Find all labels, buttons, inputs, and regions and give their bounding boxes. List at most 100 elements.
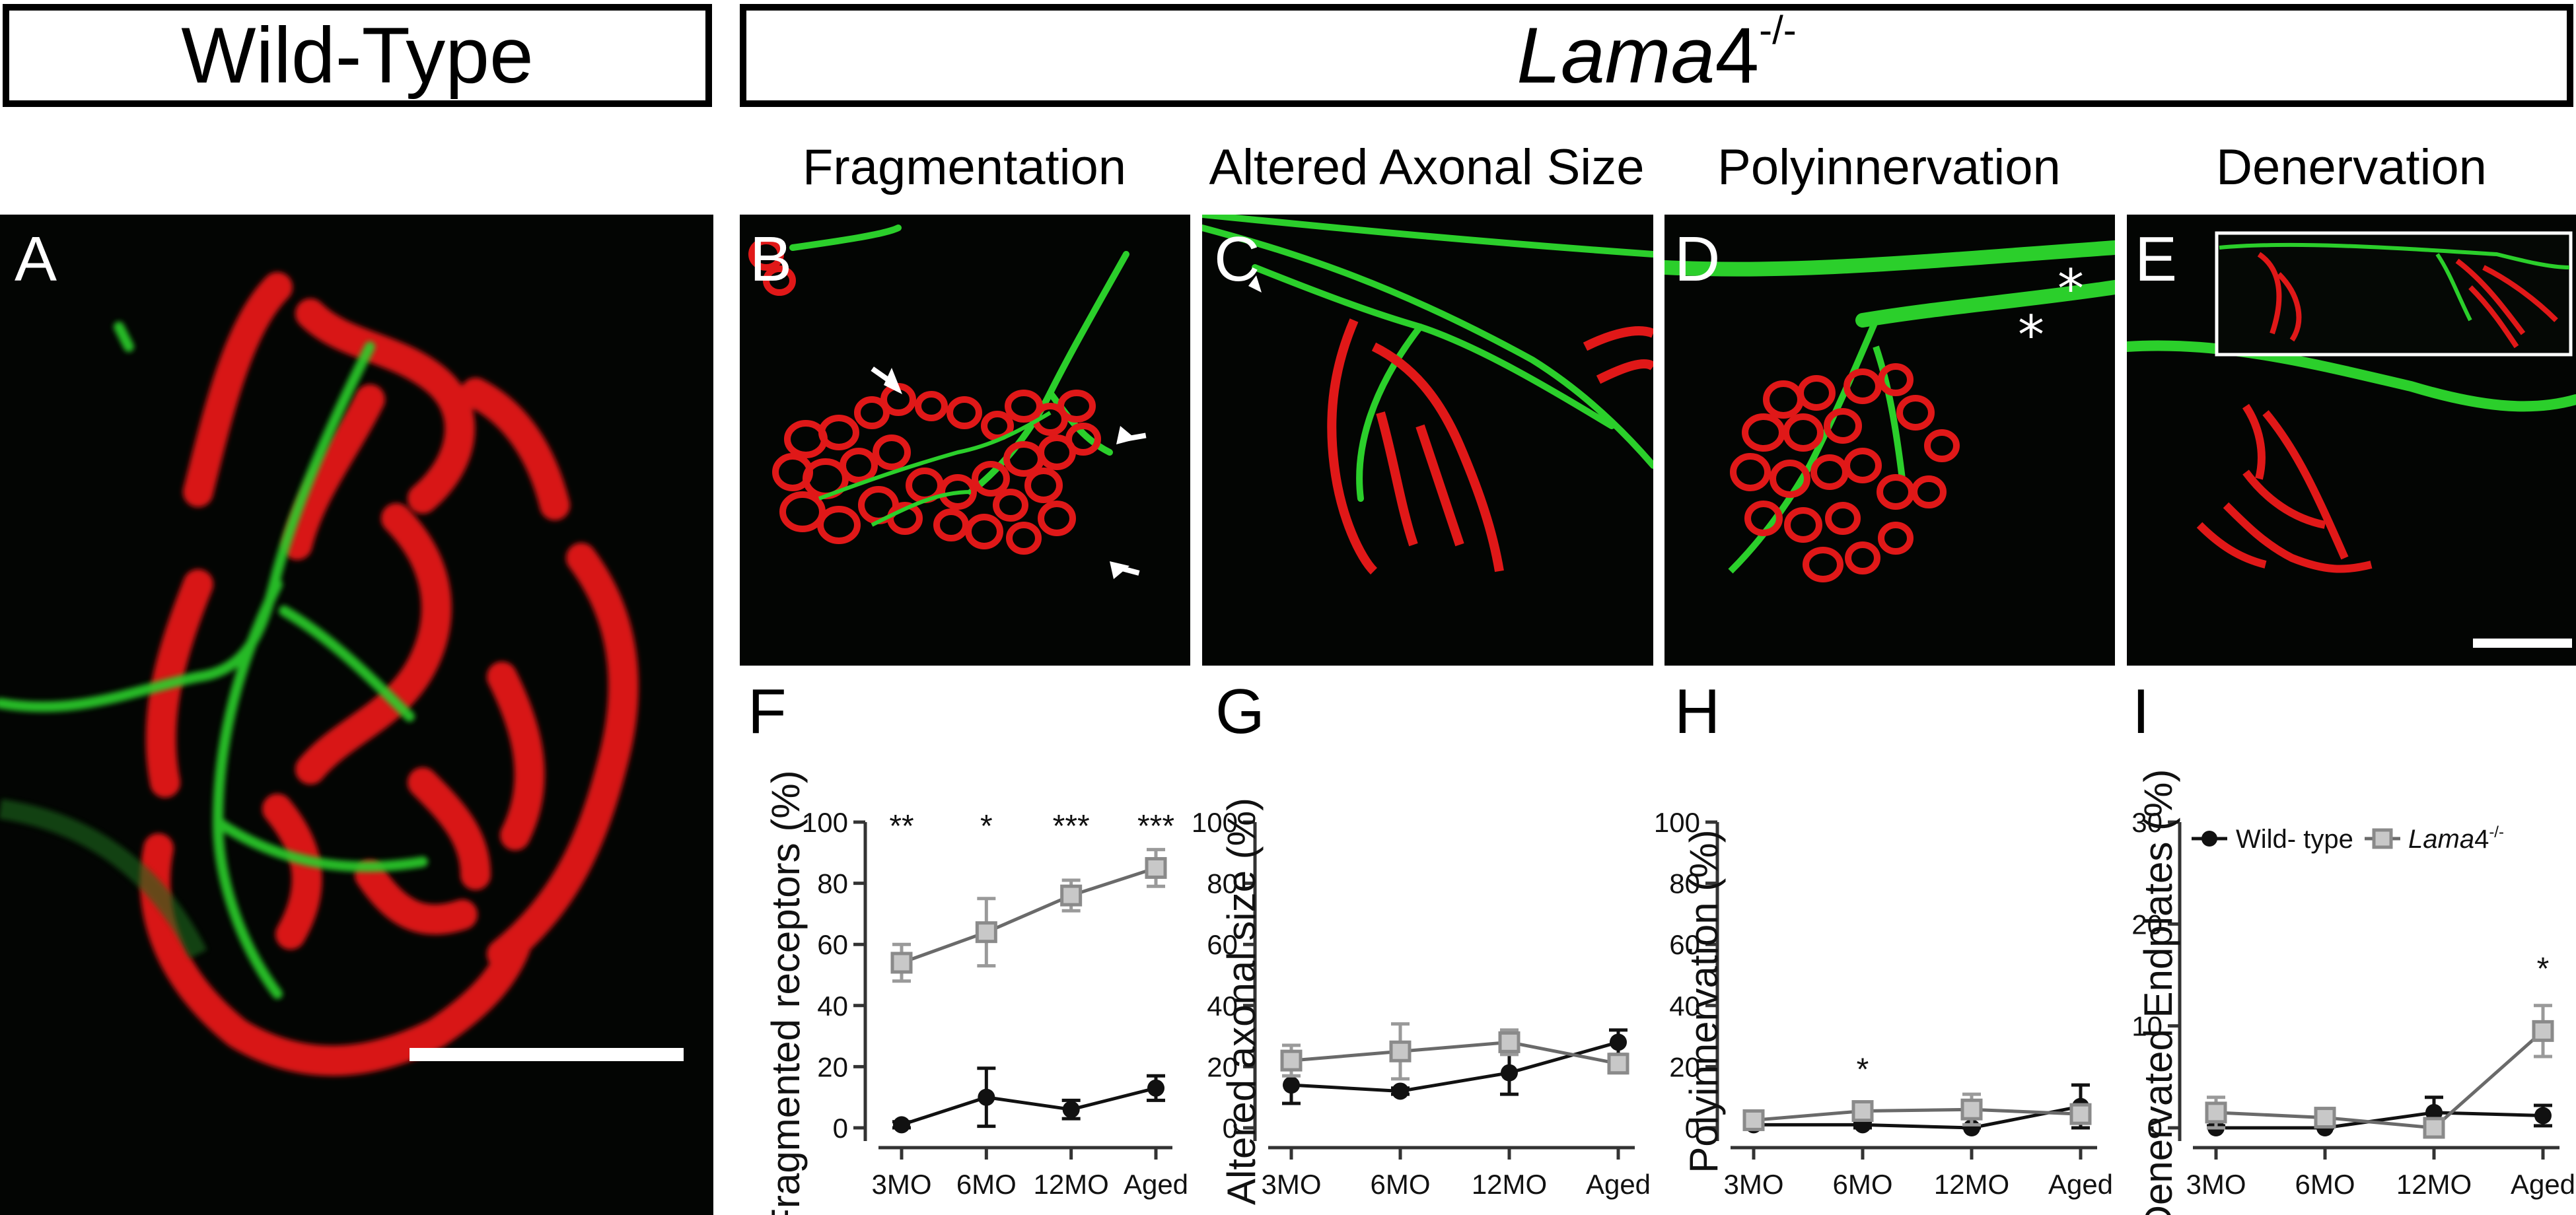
data-point-lama4 [2423, 1117, 2445, 1139]
y-tick-label: 40 [1207, 990, 1238, 1022]
y-tick-label: 100 [1654, 807, 1700, 838]
data-point-wildtype [1283, 1076, 1300, 1094]
y-tick-label: 0 [1223, 1113, 1238, 1144]
data-point-lama4 [2532, 1020, 2554, 1042]
panel-label-d: D [1674, 224, 1721, 295]
svg-text:*: * [2057, 258, 2084, 320]
y-axis-label: Polyinnervation (%) [1682, 829, 1726, 1173]
significance-marker: * [1857, 1053, 1869, 1088]
legend-marker-lama4 [2372, 828, 2393, 849]
series-line-lama4 [1753, 1107, 2081, 1122]
y-axis-label: Altered axonal size (%) [1219, 798, 1264, 1205]
data-point-wildtype [893, 1116, 910, 1134]
data-point-wildtype [1610, 1033, 1627, 1051]
data-point-lama4 [2314, 1107, 2336, 1129]
scale-bar-a [410, 1048, 684, 1061]
y-tick-label: 0 [1685, 1113, 1700, 1144]
data-point-wildtype [1392, 1082, 1409, 1100]
data-point-wildtype [1501, 1064, 1518, 1082]
title-fragmentation: Fragmentation [802, 139, 1127, 195]
title-altered-axonal-size: Altered Axonal Size [1209, 139, 1645, 195]
legend: Wild- type Lama4-/- [2192, 823, 2504, 854]
data-point-lama4 [1280, 1049, 1303, 1072]
data-point-lama4 [1145, 856, 1167, 879]
legend-label-wildtype: Wild- type [2236, 825, 2353, 854]
data-point-wildtype [2534, 1107, 2552, 1125]
significance-marker: * [980, 809, 993, 844]
series-line-wildtype [1291, 1040, 1619, 1093]
y-tick-label: 30 [2131, 807, 2163, 838]
x-tick-label: 12MO [1033, 1169, 1108, 1200]
title-denervation: Denervation [2216, 139, 2487, 195]
y-tick-label: 20 [817, 1051, 848, 1082]
y-tick-label: 80 [1207, 868, 1238, 899]
panel-label-i: I [2132, 676, 2150, 747]
y-tick-label: 0 [2147, 1113, 2163, 1144]
data-point-lama4 [2069, 1103, 2092, 1125]
x-tick-label: 12MO [1472, 1169, 1547, 1200]
panel-label-f: F [748, 676, 787, 747]
series-line-lama4 [901, 866, 1157, 965]
y-tick-label: 20 [2131, 909, 2163, 940]
wild-type-banner: Wild-Type [3, 4, 712, 107]
x-tick-label: 6MO [1370, 1169, 1430, 1200]
chart-g: 0 20 40 60 80 100 3MO 6MO 12MO Aged Altered axonal… [1192, 798, 1651, 1205]
y-tick-label: 20 [1669, 1051, 1700, 1082]
micrograph-e [2127, 215, 2576, 666]
chart-i: 0 10 20 30 3MO 6MO 12MO Aged Denervated Endplate… [2131, 769, 2575, 1215]
series-line-wildtype [2216, 1111, 2544, 1130]
x-tick-label: 6MO [2295, 1169, 2355, 1200]
x-tick-label: Aged [2048, 1169, 2113, 1200]
lama4-title: Lama4-/- [1517, 8, 1797, 100]
y-tick-label: 100 [1192, 807, 1238, 838]
x-tick-label: Aged [2511, 1169, 2575, 1200]
legend-label-lama4: Lama4-/- [2408, 823, 2504, 854]
x-tick-label: 3MO [2186, 1169, 2246, 1200]
lama4-banner: Lama4-/- [740, 4, 2573, 107]
micrograph-b [740, 215, 1190, 666]
data-point-wildtype [2425, 1103, 2443, 1121]
x-tick-label: Aged [1586, 1169, 1651, 1200]
scale-bar-e [2473, 639, 2572, 648]
x-tick-label: 3MO [871, 1169, 931, 1200]
panel-label-a: A [15, 224, 57, 295]
y-axis-label: Fragmented receptors (%) [764, 770, 808, 1215]
x-tick-label: 3MO [1723, 1169, 1783, 1200]
micrograph-d: * * [1664, 215, 2115, 666]
chart-h: 0 20 40 60 80 100 3MO 6MO 12MO Aged Polyinnervatio… [1654, 807, 2113, 1200]
micrograph-a [0, 215, 713, 1215]
wild-type-title: Wild-Type [181, 11, 534, 100]
series-line-wildtype [1754, 1105, 2081, 1130]
x-tick-label: 12MO [2396, 1169, 2472, 1200]
y-tick-label: 60 [1669, 929, 1700, 960]
y-tick-label: 60 [817, 929, 848, 960]
data-point-lama4 [1607, 1053, 1629, 1075]
data-point-lama4 [1851, 1100, 1874, 1123]
panel-label-h: H [1674, 676, 1721, 747]
data-point-lama4 [1389, 1040, 1412, 1062]
data-point-lama4 [2205, 1101, 2227, 1124]
significance-marker: * [2537, 952, 2550, 987]
title-polyinnervation: Polyinnervation [1717, 139, 2061, 195]
svg-text:*: * [2018, 304, 2044, 366]
data-point-wildtype [978, 1088, 995, 1106]
data-point-lama4 [890, 952, 913, 974]
panel-label-b: B [750, 224, 793, 295]
significance-marker: *** [1053, 809, 1090, 844]
series-line-wildtype [901, 1086, 1157, 1127]
data-point-lama4 [1060, 884, 1083, 907]
series-line-lama4 [2215, 1029, 2544, 1130]
y-axis-label: Denervated Endplates (%) [2136, 769, 2180, 1215]
y-tick-label: 40 [1669, 990, 1700, 1022]
y-tick-label: 20 [1207, 1051, 1238, 1082]
panel-label-g: G [1215, 676, 1265, 747]
data-point-wildtype [1062, 1101, 1080, 1119]
y-tick-label: 0 [833, 1113, 848, 1144]
y-tick-label: 40 [817, 990, 848, 1022]
y-tick-label: 80 [1669, 868, 1700, 899]
y-tick-label: 100 [802, 807, 848, 838]
x-tick-label: Aged [1124, 1169, 1188, 1200]
significance-marker: *** [1137, 809, 1174, 844]
micrograph-c [1202, 215, 1653, 666]
